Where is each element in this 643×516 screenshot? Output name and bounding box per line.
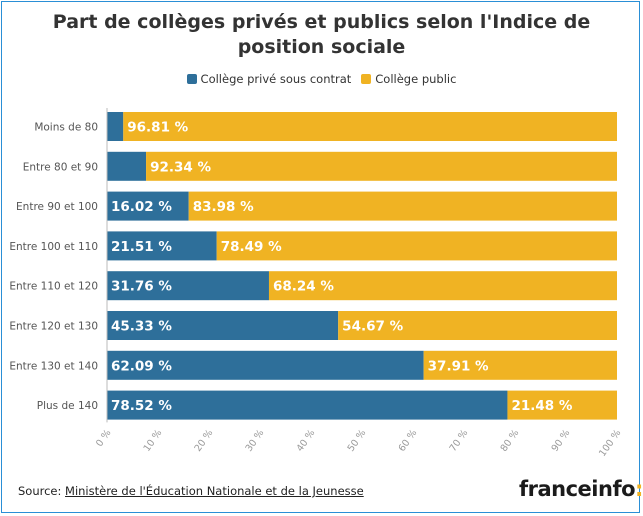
- category-label: Entre 90 et 100: [16, 201, 98, 213]
- bar-prive: [107, 191, 189, 221]
- category-label: Entre 130 et 140: [9, 360, 98, 372]
- x-tick-label: 60 %: [397, 428, 420, 454]
- data-label: 16.02 %: [111, 199, 172, 215]
- bar-prive: [107, 231, 217, 261]
- data-label: 83.98 %: [193, 199, 254, 215]
- source-note: Source: Ministère de l'Éducation Nationa…: [18, 484, 364, 498]
- bar-chart: Moins de 80 96.81 % Entre 80 et 90 92.34 % E…: [9, 108, 623, 459]
- x-tick-label: 40 %: [295, 428, 318, 454]
- data-label: 21.48 %: [511, 398, 572, 414]
- data-label: 68.24 %: [273, 279, 334, 295]
- data-label: 96.81 %: [127, 120, 188, 136]
- x-tick-label: 10 %: [142, 428, 165, 454]
- bar-public: [123, 112, 618, 141]
- category-label: Entre 80 et 90: [23, 161, 98, 173]
- bar-public: [423, 350, 617, 380]
- data-label: 45.33 %: [111, 319, 172, 335]
- category-label: Plus de 140: [37, 400, 98, 412]
- logo-colon: :: [635, 477, 643, 501]
- chart-title: Part de collèges privés et publics selon…: [52, 11, 591, 58]
- x-tick-label: 0 %: [94, 428, 113, 449]
- bar-public: [216, 231, 618, 261]
- data-label: 54.67 %: [342, 319, 403, 335]
- x-tick-label: 50 %: [346, 428, 369, 454]
- category-label: Entre 100 et 110: [9, 241, 98, 253]
- data-label: 31.76 %: [111, 279, 172, 295]
- source-link[interactable]: Ministère de l'Éducation Nationale et de…: [65, 484, 364, 498]
- x-tick-label: 20 %: [193, 428, 216, 454]
- legend-item-prive: Collège privé sous contrat: [186, 72, 352, 86]
- legend: Collège privé sous contrat Collège publi…: [0, 72, 643, 86]
- x-tick-label: 70 %: [448, 428, 471, 454]
- logo-text: franceinfo: [519, 477, 636, 501]
- bar-prive: [107, 390, 508, 420]
- bar-prive: [107, 311, 339, 340]
- category-label: Entre 110 et 120: [9, 281, 98, 293]
- category-label: Moins de 80: [34, 122, 98, 134]
- data-label: 37.91 %: [428, 358, 489, 374]
- x-tick-label: 90 %: [550, 428, 573, 454]
- franceinfo-logo: franceinfo:: [519, 477, 643, 501]
- bar-prive: [107, 350, 424, 380]
- data-label: 92.34 %: [150, 159, 211, 175]
- bar-public: [338, 311, 617, 340]
- data-label: 78.49 %: [221, 239, 282, 255]
- legend-swatch-public: [361, 74, 372, 84]
- legend-swatch-prive: [186, 74, 197, 84]
- bar-prive: [107, 271, 269, 301]
- x-tick-label: 30 %: [244, 428, 267, 454]
- x-tick-label: 80 %: [499, 428, 522, 454]
- category-label: Entre 120 et 130: [9, 321, 98, 333]
- data-label: 78.52 %: [111, 398, 172, 414]
- bar-public: [146, 151, 618, 181]
- bar-public: [188, 191, 617, 221]
- data-label: 62.09 %: [111, 358, 172, 374]
- bar-prive: [107, 112, 124, 141]
- legend-label-public: Collège public: [375, 72, 457, 86]
- x-tick-label: 100 %: [597, 428, 623, 459]
- legend-item-public: Collège public: [361, 72, 456, 86]
- bar-public: [507, 390, 617, 420]
- bar-prive: [107, 151, 147, 181]
- source-prefix: Source:: [18, 484, 66, 498]
- legend-label-prive: Collège privé sous contrat: [200, 72, 352, 86]
- bar-public: [268, 271, 617, 301]
- data-label: 21.51 %: [111, 239, 172, 255]
